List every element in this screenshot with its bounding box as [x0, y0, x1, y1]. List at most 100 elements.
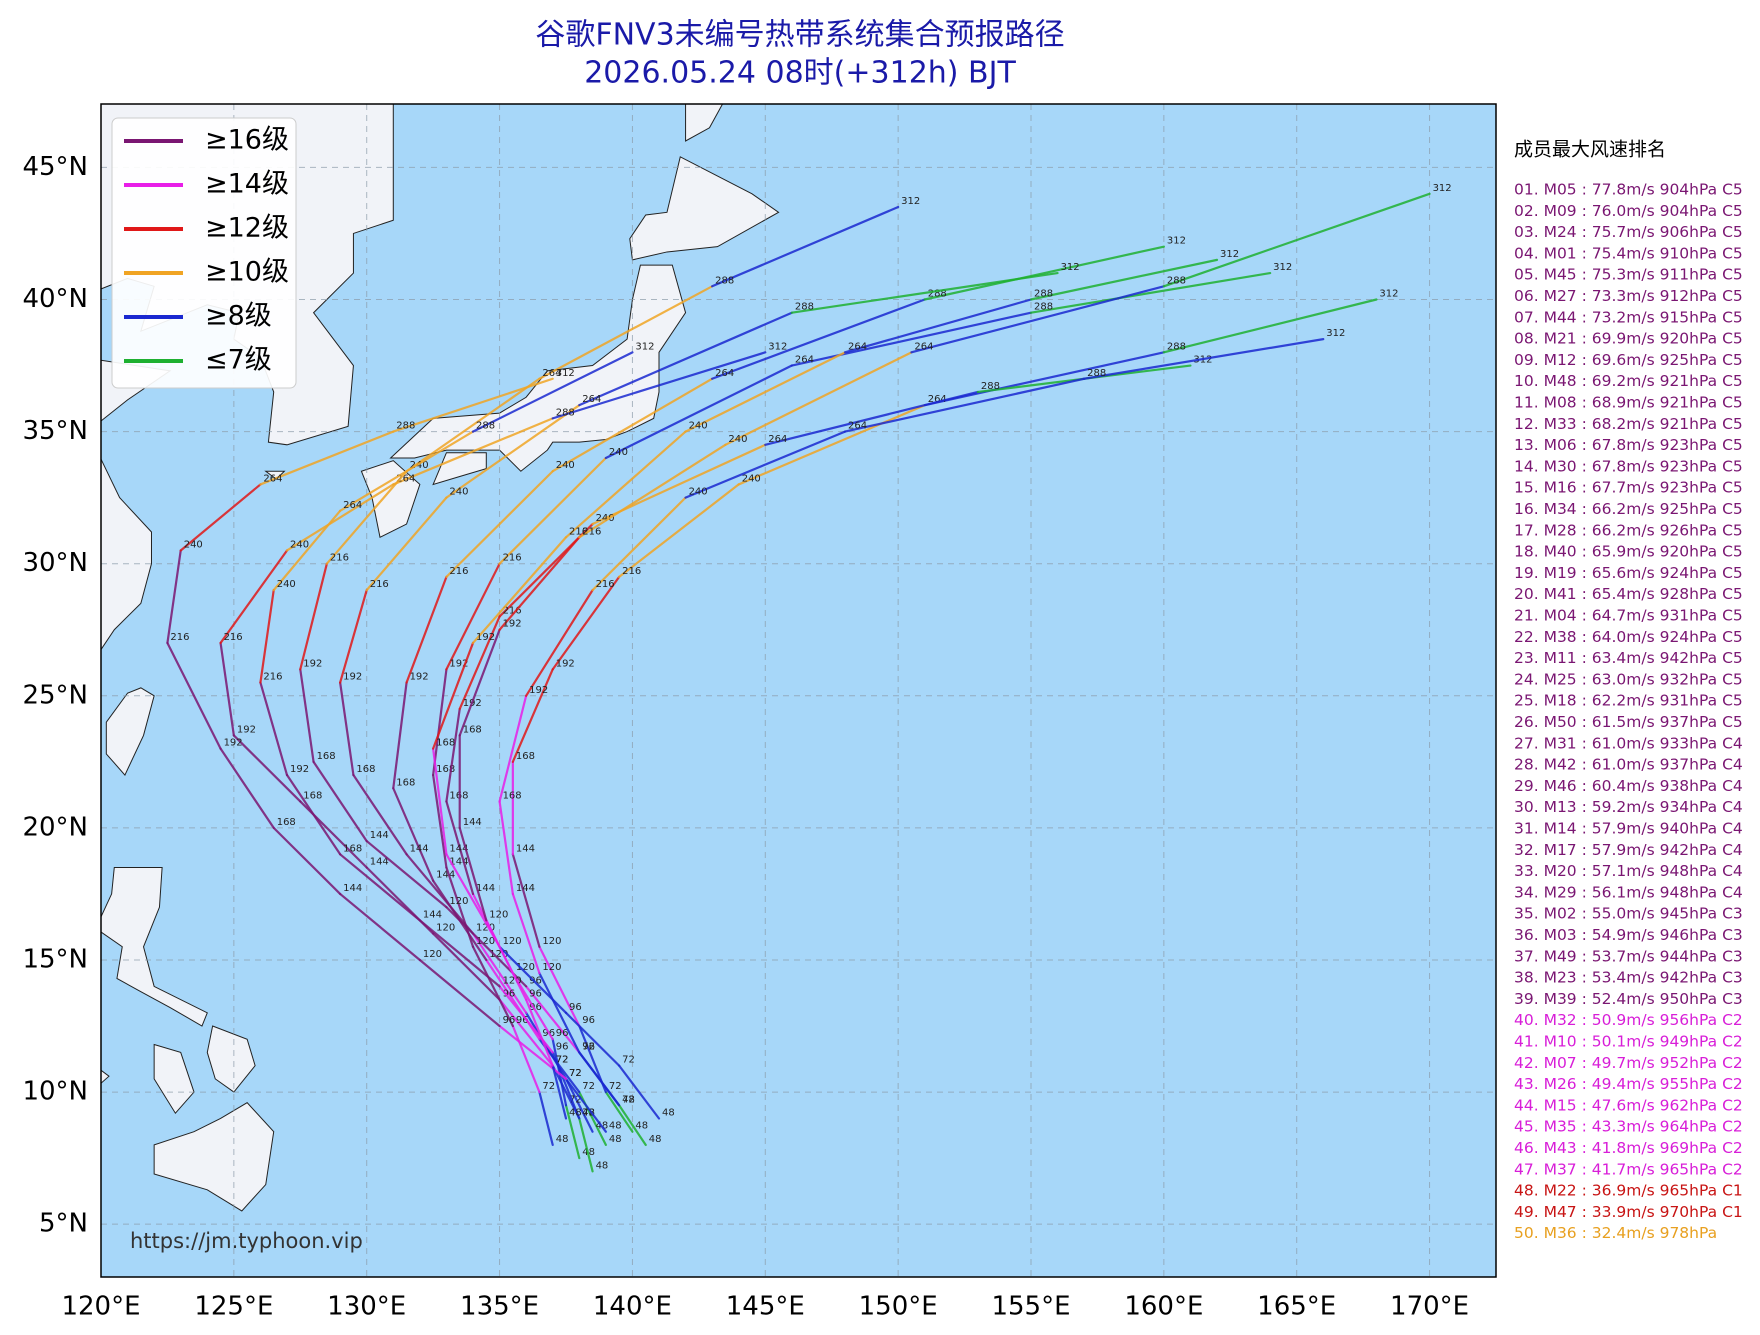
y-tick-label: 35°N — [22, 416, 88, 446]
track-segment — [551, 377, 714, 473]
track-segment — [498, 694, 528, 803]
y-tick-label: 5°N — [39, 1209, 88, 1239]
ranking-entry: 43. M26 : 49.4m/s 955hPa C2 — [1514, 1075, 1743, 1093]
ranking-entry: 15. M16 : 67.7m/s 923hPa C5 — [1514, 479, 1743, 497]
track-segment — [618, 483, 740, 578]
hour-label: 192 — [529, 685, 548, 696]
ranking: 成员最大风速排名 01. M05 : 77.8m/s 904hPa C5 02. … — [1514, 139, 1743, 1243]
y-tick-label: 15°N — [22, 944, 88, 974]
hour-label: 144 — [476, 883, 495, 894]
ranking-entry: 19. M19 : 65.6m/s 924hPa C5 — [1514, 564, 1743, 582]
track-segment — [764, 390, 979, 446]
track-segment — [498, 998, 554, 1067]
ranking-entry: 45. M35 : 43.3m/s 964hPa C2 — [1514, 1118, 1743, 1136]
hour-label: 144 — [410, 843, 429, 854]
track-segment — [578, 311, 793, 407]
x-tick-label: 155°E — [991, 1292, 1070, 1322]
ranking-entry: 17. M28 : 66.2m/s 926hPa C5 — [1514, 521, 1743, 539]
track-segment — [232, 734, 302, 803]
hour-label: 144 — [370, 857, 389, 868]
track-segment — [604, 1090, 634, 1133]
ranking-entry: 13. M06 : 67.8m/s 923hPa C5 — [1514, 436, 1743, 454]
y-tick-label: 10°N — [22, 1077, 88, 1107]
ranking-entry: 28. M42 : 61.0m/s 937hPa C4 — [1514, 756, 1743, 774]
ranking-entry: 35. M02 : 55.0m/s 945hPa C3 — [1514, 905, 1743, 923]
x-tick-label: 170°E — [1390, 1292, 1469, 1322]
track-segment — [445, 707, 461, 803]
hour-label: 240 — [596, 513, 615, 524]
hour-label: 120 — [503, 975, 522, 986]
track-segment — [684, 351, 847, 433]
legend-label: ≥12级 — [205, 213, 289, 244]
land-mass — [264, 470, 286, 480]
hour-label: 192 — [556, 658, 575, 669]
x-tick-label: 165°E — [1257, 1292, 1336, 1322]
track-segment — [843, 377, 1086, 433]
track-segment — [272, 509, 342, 592]
legend-label: ≥10级 — [205, 257, 289, 288]
track-segment — [259, 430, 395, 486]
hour-label: 288 — [476, 421, 495, 432]
y-tick-label: 25°N — [22, 680, 88, 710]
hour-label: 72 — [582, 1081, 595, 1092]
track-segment — [365, 496, 448, 592]
ranking-entry: 01. M05 : 77.8m/s 904hPa C5 — [1514, 181, 1743, 199]
ranking-entry: 04. M01 : 75.4m/s 910hPa C5 — [1514, 244, 1743, 262]
track-segment — [737, 404, 926, 486]
track-segment — [166, 549, 182, 645]
track-segment — [511, 1024, 541, 1094]
ranking-entry: 09. M12 : 69.6m/s 925hPa C5 — [1514, 351, 1743, 369]
hour-label: 96 — [529, 1002, 542, 1013]
hour-label: 168 — [516, 751, 535, 762]
track-segment — [432, 773, 448, 869]
hour-label: 120 — [503, 936, 522, 947]
hour-label: 264 — [914, 341, 933, 352]
track-segment — [339, 589, 368, 684]
track-segment — [432, 932, 501, 1001]
track-segment — [564, 1077, 594, 1133]
track-segment — [618, 1104, 647, 1147]
track-segment — [525, 998, 554, 1067]
track-segment — [405, 575, 448, 684]
track-segment — [485, 919, 528, 1001]
hour-label: 264 — [768, 434, 787, 445]
track-segment — [578, 1051, 621, 1107]
hour-label: 216 — [263, 672, 282, 683]
hour-label: 312 — [1273, 262, 1292, 273]
ranking-entry: 32. M17 : 57.9m/s 942hPa C4 — [1514, 841, 1743, 859]
hour-label: 120 — [449, 896, 468, 907]
hour-label: 96 — [529, 989, 542, 1000]
track-segment — [325, 470, 408, 565]
hour-label: 288 — [1034, 289, 1053, 300]
hour-label: 264 — [715, 368, 734, 379]
track-segment — [511, 853, 541, 948]
track-segment — [551, 351, 767, 420]
track-segment — [551, 1064, 568, 1120]
ranking-entry: 12. M33 : 68.2m/s 921hPa C5 — [1514, 415, 1743, 433]
ranking-entry: 39. M39 : 52.4m/s 950hPa C3 — [1514, 990, 1743, 1008]
track-segment — [525, 985, 581, 1054]
hour-label: 120 — [516, 962, 535, 973]
track-segment — [538, 285, 714, 380]
hour-label: 240 — [689, 487, 708, 498]
track-segment — [498, 536, 581, 631]
hour-label: 48 — [569, 1107, 582, 1118]
hour-label: 96 — [582, 1041, 595, 1052]
ranking-entry: 02. M09 : 76.0m/s 904hPa C5 — [1514, 202, 1743, 220]
hour-label: 48 — [556, 1134, 569, 1145]
hour-label: 96 — [556, 1028, 569, 1039]
hour-label: 264 — [928, 394, 947, 405]
x-tick-label: 120°E — [61, 1292, 140, 1322]
ranking-entry: 21. M04 : 64.7m/s 931hPa C5 — [1514, 607, 1743, 625]
hour-label: 192 — [303, 658, 322, 669]
hour-label: 120 — [542, 936, 561, 947]
hour-label: 72 — [569, 1068, 582, 1079]
ranking-entry: 05. M45 : 75.3m/s 911hPa C5 — [1514, 266, 1743, 284]
hour-label: 168 — [303, 790, 322, 801]
hour-label: 312 — [768, 341, 787, 352]
hour-label: 288 — [795, 302, 814, 313]
hour-label: 72 — [582, 1041, 595, 1052]
hour-label: 312 — [901, 196, 920, 207]
track-segment — [219, 641, 235, 737]
